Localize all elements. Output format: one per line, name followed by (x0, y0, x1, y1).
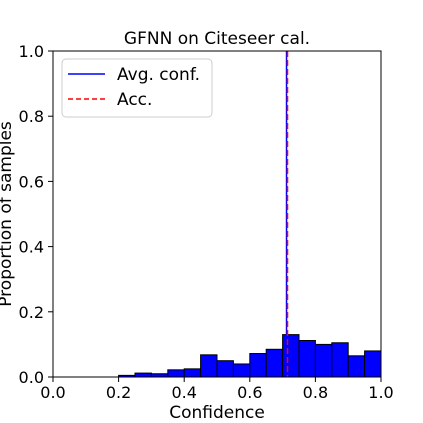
x-tick-label: 0.2 (106, 383, 131, 402)
reference-lines (285, 51, 289, 377)
histogram-bar (216, 360, 234, 378)
y-tick-label: 0.4 (19, 238, 44, 257)
histogram-bar (331, 342, 349, 378)
histogram-bar (265, 348, 284, 378)
histogram-bar (282, 334, 300, 378)
y-tick-label: 0.6 (19, 172, 44, 191)
histogram-bar (364, 350, 382, 378)
histogram-bar (347, 355, 366, 378)
legend-label-acc: Acc. (117, 90, 152, 110)
x-axis-label: Confidence (169, 403, 265, 423)
histogram-bars (118, 334, 382, 378)
x-tick-label: 1.0 (368, 383, 393, 402)
legend: Avg. conf. Acc. (61, 58, 213, 118)
x-axis-ticks: 0.0 0.2 0.4 0.6 0.8 1.0 (40, 377, 394, 402)
chart-title: GFNN on Citeseer cal. (124, 29, 310, 49)
histogram-bar (200, 354, 218, 378)
legend-label-avg-conf: Avg. conf. (117, 65, 200, 85)
y-tick-label: 0.0 (19, 368, 44, 387)
histogram-bar (298, 339, 316, 378)
histogram-bar (183, 368, 202, 378)
histogram-bar (249, 353, 267, 378)
histogram-bar (232, 363, 251, 378)
y-tick-label: 1.0 (19, 42, 44, 61)
y-axis-ticks: 0.0 0.2 0.4 0.6 0.8 1.0 (19, 42, 53, 387)
x-tick-label: 0.0 (40, 383, 65, 402)
y-tick-label: 0.2 (19, 303, 44, 322)
x-tick-label: 0.6 (237, 383, 262, 402)
y-tick-label: 0.8 (19, 107, 44, 126)
histogram-bar (134, 372, 152, 378)
histogram-bar (314, 343, 333, 378)
y-axis-label: Proportion of samples (0, 121, 16, 307)
x-tick-label: 0.4 (171, 383, 196, 402)
x-tick-label: 0.8 (303, 383, 328, 402)
histogram-bar (167, 369, 185, 378)
plot-frame (52, 50, 382, 378)
